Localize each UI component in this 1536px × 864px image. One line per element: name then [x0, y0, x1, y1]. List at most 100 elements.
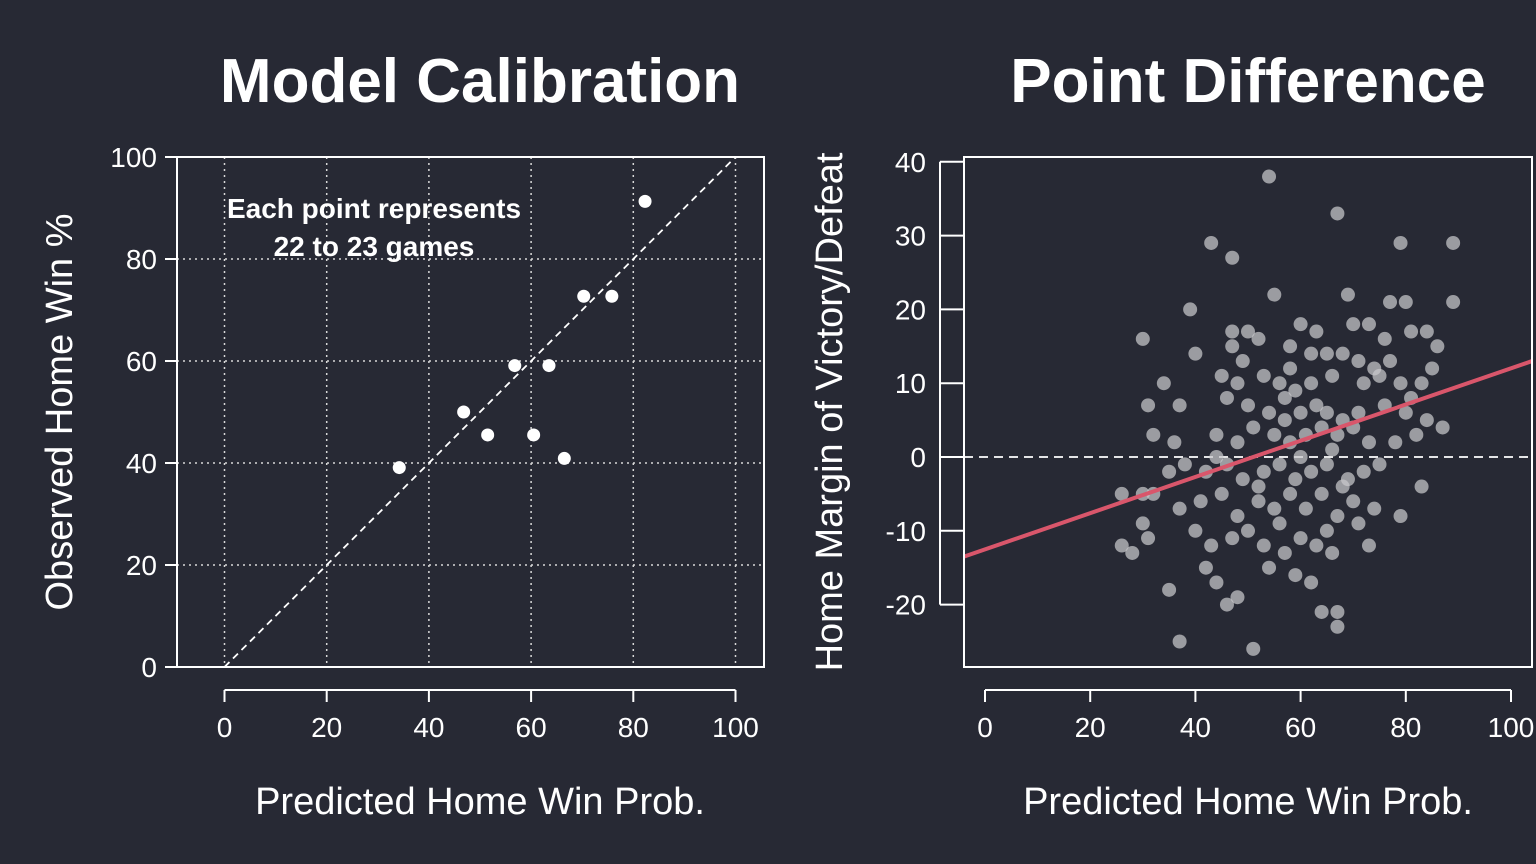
point-difference-point [1346, 317, 1361, 332]
point-difference-point [1319, 523, 1334, 538]
point-difference-point [1193, 494, 1208, 509]
point-difference-point [1277, 545, 1292, 560]
point-difference-point [1309, 398, 1324, 413]
point-difference-point [1214, 368, 1229, 383]
point-difference-point [1309, 324, 1324, 339]
point-difference-point [1188, 346, 1203, 361]
point-difference-point [1393, 235, 1408, 250]
point-difference-point [1283, 486, 1298, 501]
calibration-x-tick-label: 20 [311, 712, 342, 743]
point-difference-point [1393, 509, 1408, 524]
point-difference-point [1162, 582, 1177, 597]
calibration-y-axis: 0 20 40 60 80 100 [110, 142, 178, 683]
point-difference-point [1262, 169, 1277, 184]
point-difference-point [1246, 420, 1261, 435]
point-difference-point [1267, 427, 1282, 442]
point-difference-point [1230, 376, 1245, 391]
point-difference-point [1277, 413, 1292, 428]
calibration-annotation-line-2: 22 to 23 games [274, 231, 475, 262]
point-difference-y-tick-label: 0 [910, 442, 926, 473]
point-difference-point [1256, 538, 1271, 553]
point-difference-point [1241, 398, 1255, 413]
point-difference-point [1330, 604, 1345, 619]
calibration-point [481, 428, 495, 442]
point-difference-point [1283, 339, 1298, 354]
point-difference-point [1214, 486, 1229, 501]
point-difference-point [1256, 464, 1271, 479]
point-difference-point [1167, 435, 1182, 450]
point-difference-point [1183, 302, 1198, 317]
point-difference-point [1272, 516, 1287, 531]
calibration-y-tick-label: 0 [141, 652, 157, 683]
point-difference-point [1309, 538, 1324, 553]
calibration-y-label: Observed Home Win % [39, 213, 81, 610]
point-difference-point [1209, 575, 1224, 590]
calibration-points [392, 194, 652, 475]
point-difference-point [1204, 538, 1219, 553]
point-difference-point [1304, 376, 1319, 391]
point-difference-point [1146, 427, 1161, 442]
point-difference-point [1361, 538, 1376, 553]
point-difference-point [1367, 501, 1382, 516]
point-difference-fit-line [963, 359, 1533, 559]
point-difference-point [1288, 383, 1303, 398]
point-difference-title: Point Difference [1010, 47, 1485, 116]
point-difference-point [1246, 641, 1261, 656]
point-difference-point [1156, 376, 1171, 391]
point-difference-point [1172, 634, 1187, 649]
point-difference-point [1398, 295, 1413, 310]
point-difference-point [1325, 368, 1340, 383]
calibration-panel: Model Calibration 0 20 40 60 80 100 0 20 40 60 80… [39, 47, 765, 823]
point-difference-point [1177, 457, 1192, 472]
point-difference-point [1288, 472, 1303, 487]
point-difference-point [1262, 560, 1277, 575]
point-difference-point [1288, 568, 1303, 583]
point-difference-point [1230, 590, 1245, 605]
point-difference-point [1383, 295, 1398, 310]
calibration-x-tick-label: 100 [712, 712, 759, 743]
point-difference-point [1225, 250, 1240, 265]
calibration-x-label: Predicted Home Win Prob. [255, 781, 705, 823]
calibration-point [638, 194, 652, 208]
calibration-x-tick-label: 60 [516, 712, 547, 743]
point-difference-point [1319, 346, 1334, 361]
point-difference-point [1235, 472, 1250, 487]
calibration-y-tick-label: 40 [126, 448, 157, 479]
point-difference-point [1251, 331, 1266, 346]
point-difference-point [1293, 531, 1308, 546]
point-difference-point [1398, 405, 1413, 420]
calibration-x-tick-label: 0 [217, 712, 233, 743]
point-difference-point [1267, 501, 1282, 516]
point-difference-point [1251, 479, 1266, 494]
calibration-y-tick-label: 20 [126, 550, 157, 581]
point-difference-x-tick-label: 40 [1180, 712, 1211, 743]
calibration-point [557, 451, 571, 465]
point-difference-point [1356, 464, 1371, 479]
point-difference-point [1230, 435, 1245, 450]
point-difference-y-label: Home Margin of Victory/Defeat [809, 152, 851, 671]
point-difference-point [1388, 435, 1403, 450]
point-difference-point [1414, 376, 1429, 391]
calibration-y-tick-label: 80 [126, 244, 157, 275]
point-difference-point [1188, 523, 1203, 538]
point-difference-point [1304, 575, 1319, 590]
point-difference-point [1198, 560, 1213, 575]
point-difference-point [1372, 368, 1387, 383]
calibration-reference-line [223, 156, 737, 668]
point-difference-point [1330, 206, 1345, 221]
point-difference-point [1209, 450, 1224, 464]
point-difference-point [1241, 324, 1255, 339]
point-difference-y-tick-label: 10 [895, 368, 926, 399]
point-difference-point [1419, 324, 1434, 339]
point-difference-point [1330, 619, 1345, 634]
point-difference-point [1361, 435, 1376, 450]
point-difference-point [1298, 501, 1313, 516]
point-difference-y-tick-label: 30 [895, 221, 926, 252]
point-difference-point [1209, 427, 1224, 442]
point-difference-point [1219, 597, 1234, 612]
point-difference-point [1335, 346, 1350, 361]
point-difference-point [1114, 538, 1129, 553]
calibration-title: Model Calibration [220, 47, 740, 116]
calibration-annotation-line-1: Each point represents [227, 193, 521, 224]
